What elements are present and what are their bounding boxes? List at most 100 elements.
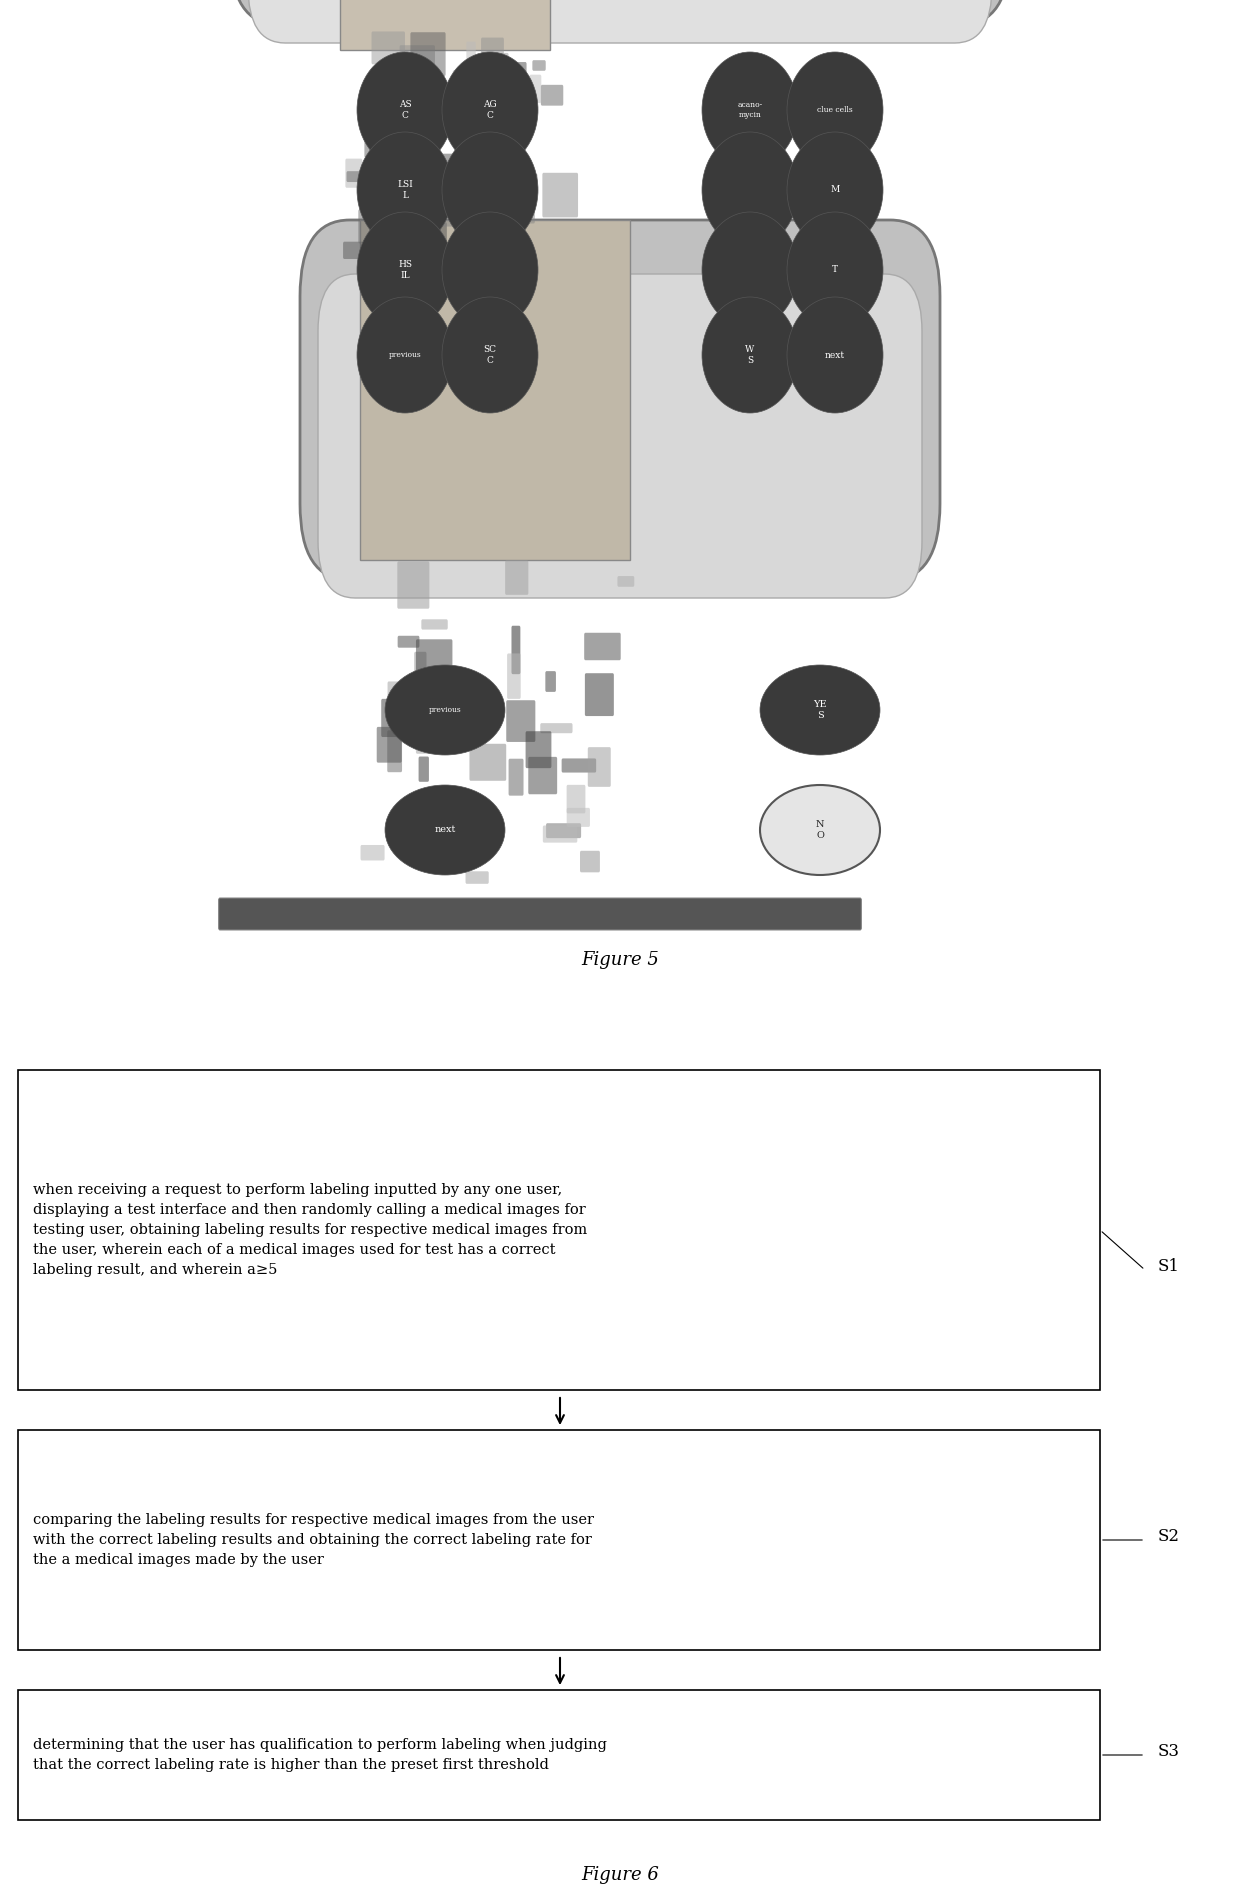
FancyBboxPatch shape xyxy=(381,698,417,738)
FancyBboxPatch shape xyxy=(542,173,578,217)
FancyBboxPatch shape xyxy=(346,171,370,183)
FancyBboxPatch shape xyxy=(377,727,402,763)
Ellipse shape xyxy=(702,297,799,413)
FancyBboxPatch shape xyxy=(399,46,435,86)
FancyBboxPatch shape xyxy=(466,42,476,87)
FancyBboxPatch shape xyxy=(377,91,401,116)
FancyBboxPatch shape xyxy=(520,173,537,184)
FancyBboxPatch shape xyxy=(248,0,992,44)
FancyBboxPatch shape xyxy=(229,0,1011,25)
FancyBboxPatch shape xyxy=(360,221,630,559)
FancyBboxPatch shape xyxy=(218,898,862,930)
FancyBboxPatch shape xyxy=(487,704,505,717)
Text: YE
S: YE S xyxy=(813,700,827,719)
Text: T: T xyxy=(832,266,838,274)
Ellipse shape xyxy=(357,211,453,327)
Ellipse shape xyxy=(702,131,799,247)
FancyBboxPatch shape xyxy=(522,179,534,224)
FancyBboxPatch shape xyxy=(407,139,435,164)
FancyBboxPatch shape xyxy=(541,723,573,732)
Ellipse shape xyxy=(441,51,538,167)
FancyBboxPatch shape xyxy=(365,112,373,158)
FancyBboxPatch shape xyxy=(389,177,420,196)
Text: previous: previous xyxy=(388,352,422,359)
FancyBboxPatch shape xyxy=(388,681,399,711)
Ellipse shape xyxy=(702,51,799,167)
Text: comparing the labeling results for respective medical images from the user
with : comparing the labeling results for respe… xyxy=(33,1512,594,1567)
Text: SC
C: SC C xyxy=(484,346,496,365)
FancyBboxPatch shape xyxy=(515,110,527,120)
FancyBboxPatch shape xyxy=(507,654,521,698)
Text: clue cells: clue cells xyxy=(817,107,853,114)
FancyBboxPatch shape xyxy=(419,757,429,782)
FancyBboxPatch shape xyxy=(511,626,521,673)
FancyBboxPatch shape xyxy=(562,759,596,772)
FancyBboxPatch shape xyxy=(526,730,552,768)
FancyBboxPatch shape xyxy=(532,61,546,70)
FancyBboxPatch shape xyxy=(470,744,506,782)
Text: Figure 5: Figure 5 xyxy=(582,951,658,968)
FancyBboxPatch shape xyxy=(415,639,453,675)
FancyBboxPatch shape xyxy=(528,757,557,795)
FancyBboxPatch shape xyxy=(407,164,434,207)
Text: LSI
L: LSI L xyxy=(397,181,413,200)
FancyBboxPatch shape xyxy=(508,80,518,116)
FancyBboxPatch shape xyxy=(361,844,384,860)
FancyBboxPatch shape xyxy=(543,825,578,843)
FancyBboxPatch shape xyxy=(580,850,600,873)
Text: S3: S3 xyxy=(1157,1742,1179,1759)
Ellipse shape xyxy=(357,297,453,413)
Ellipse shape xyxy=(384,666,505,755)
FancyBboxPatch shape xyxy=(453,70,485,82)
FancyBboxPatch shape xyxy=(346,158,362,188)
FancyBboxPatch shape xyxy=(618,576,635,588)
FancyBboxPatch shape xyxy=(414,652,427,673)
FancyBboxPatch shape xyxy=(19,1430,1100,1651)
Text: Figure 6: Figure 6 xyxy=(582,1866,658,1885)
FancyBboxPatch shape xyxy=(467,59,484,82)
FancyBboxPatch shape xyxy=(429,217,461,226)
Ellipse shape xyxy=(787,297,883,413)
Text: W
S: W S xyxy=(745,346,755,365)
FancyBboxPatch shape xyxy=(501,53,508,95)
Text: previous: previous xyxy=(429,706,461,713)
FancyBboxPatch shape xyxy=(340,0,551,49)
Ellipse shape xyxy=(787,211,883,327)
FancyBboxPatch shape xyxy=(391,122,422,139)
FancyBboxPatch shape xyxy=(372,32,405,65)
FancyBboxPatch shape xyxy=(19,1691,1100,1820)
FancyBboxPatch shape xyxy=(415,713,433,753)
Ellipse shape xyxy=(702,211,799,327)
FancyBboxPatch shape xyxy=(477,196,501,226)
FancyBboxPatch shape xyxy=(546,824,582,839)
FancyBboxPatch shape xyxy=(508,759,523,795)
FancyBboxPatch shape xyxy=(529,74,542,103)
Text: S1: S1 xyxy=(1157,1257,1179,1274)
FancyBboxPatch shape xyxy=(412,162,446,207)
FancyBboxPatch shape xyxy=(567,786,585,814)
FancyBboxPatch shape xyxy=(387,730,402,772)
Ellipse shape xyxy=(787,131,883,247)
Ellipse shape xyxy=(760,666,880,755)
Ellipse shape xyxy=(441,131,538,247)
Ellipse shape xyxy=(760,786,880,875)
FancyBboxPatch shape xyxy=(19,1071,1100,1390)
FancyBboxPatch shape xyxy=(492,194,501,217)
FancyBboxPatch shape xyxy=(363,173,394,204)
FancyBboxPatch shape xyxy=(505,561,528,595)
FancyBboxPatch shape xyxy=(508,230,526,243)
FancyBboxPatch shape xyxy=(358,209,393,243)
Text: when receiving a request to perform labeling inputted by any one user,
displayin: when receiving a request to perform labe… xyxy=(33,1183,588,1276)
FancyBboxPatch shape xyxy=(422,711,440,751)
Ellipse shape xyxy=(357,131,453,247)
FancyBboxPatch shape xyxy=(376,154,394,200)
FancyBboxPatch shape xyxy=(443,154,463,164)
FancyBboxPatch shape xyxy=(503,63,527,95)
Text: AG
C: AG C xyxy=(484,101,497,120)
FancyBboxPatch shape xyxy=(418,223,446,255)
FancyBboxPatch shape xyxy=(398,635,419,649)
FancyBboxPatch shape xyxy=(422,620,448,630)
Text: next: next xyxy=(434,825,455,835)
FancyBboxPatch shape xyxy=(397,561,429,609)
FancyBboxPatch shape xyxy=(465,871,489,884)
